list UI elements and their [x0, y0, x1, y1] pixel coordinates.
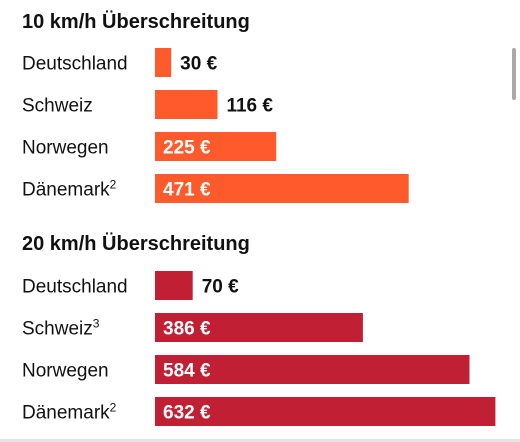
bar: [155, 132, 277, 161]
bottom-divider: [0, 439, 520, 442]
bar: [155, 397, 496, 426]
category-label: Dänemark2: [22, 401, 117, 424]
bar: [155, 174, 409, 203]
bar: [155, 90, 218, 119]
chart-panel-2: 20 km/h Überschreitung Deutschland 70 € Sch…: [22, 232, 496, 426]
category-label: Norwegen: [22, 138, 109, 159]
chart-panel-1: 10 km/h Überschreitung Deutschland 30 € Sch…: [22, 10, 409, 203]
value-label: 471 €: [163, 180, 211, 201]
chart-title: 20 km/h Überschreitung: [22, 232, 250, 255]
value-label: 225 €: [163, 138, 211, 159]
category-label: Schweiz: [22, 96, 93, 117]
category-label: Deutschland: [22, 277, 128, 298]
category-label: Schweiz3: [22, 317, 100, 340]
category-label: Dänemark2: [22, 178, 117, 201]
value-label: 584 €: [163, 361, 211, 382]
value-label: 70 €: [202, 277, 239, 298]
bar: [155, 313, 363, 342]
value-label: 30 €: [180, 54, 217, 75]
category-label: Deutschland: [22, 54, 128, 75]
footnote-marker: 3: [93, 317, 100, 331]
value-label: 632 €: [163, 403, 211, 424]
scrollbar[interactable]: [512, 48, 516, 100]
footnote-marker: 2: [110, 178, 117, 192]
bar: [155, 355, 470, 384]
value-label: 386 €: [163, 319, 211, 340]
bar: [155, 48, 172, 77]
chart-title: 10 km/h Überschreitung: [22, 10, 250, 33]
bar: [155, 271, 193, 300]
value-label: 116 €: [226, 96, 273, 117]
footnote-marker: 2: [110, 401, 117, 415]
category-label: Norwegen: [22, 361, 109, 382]
